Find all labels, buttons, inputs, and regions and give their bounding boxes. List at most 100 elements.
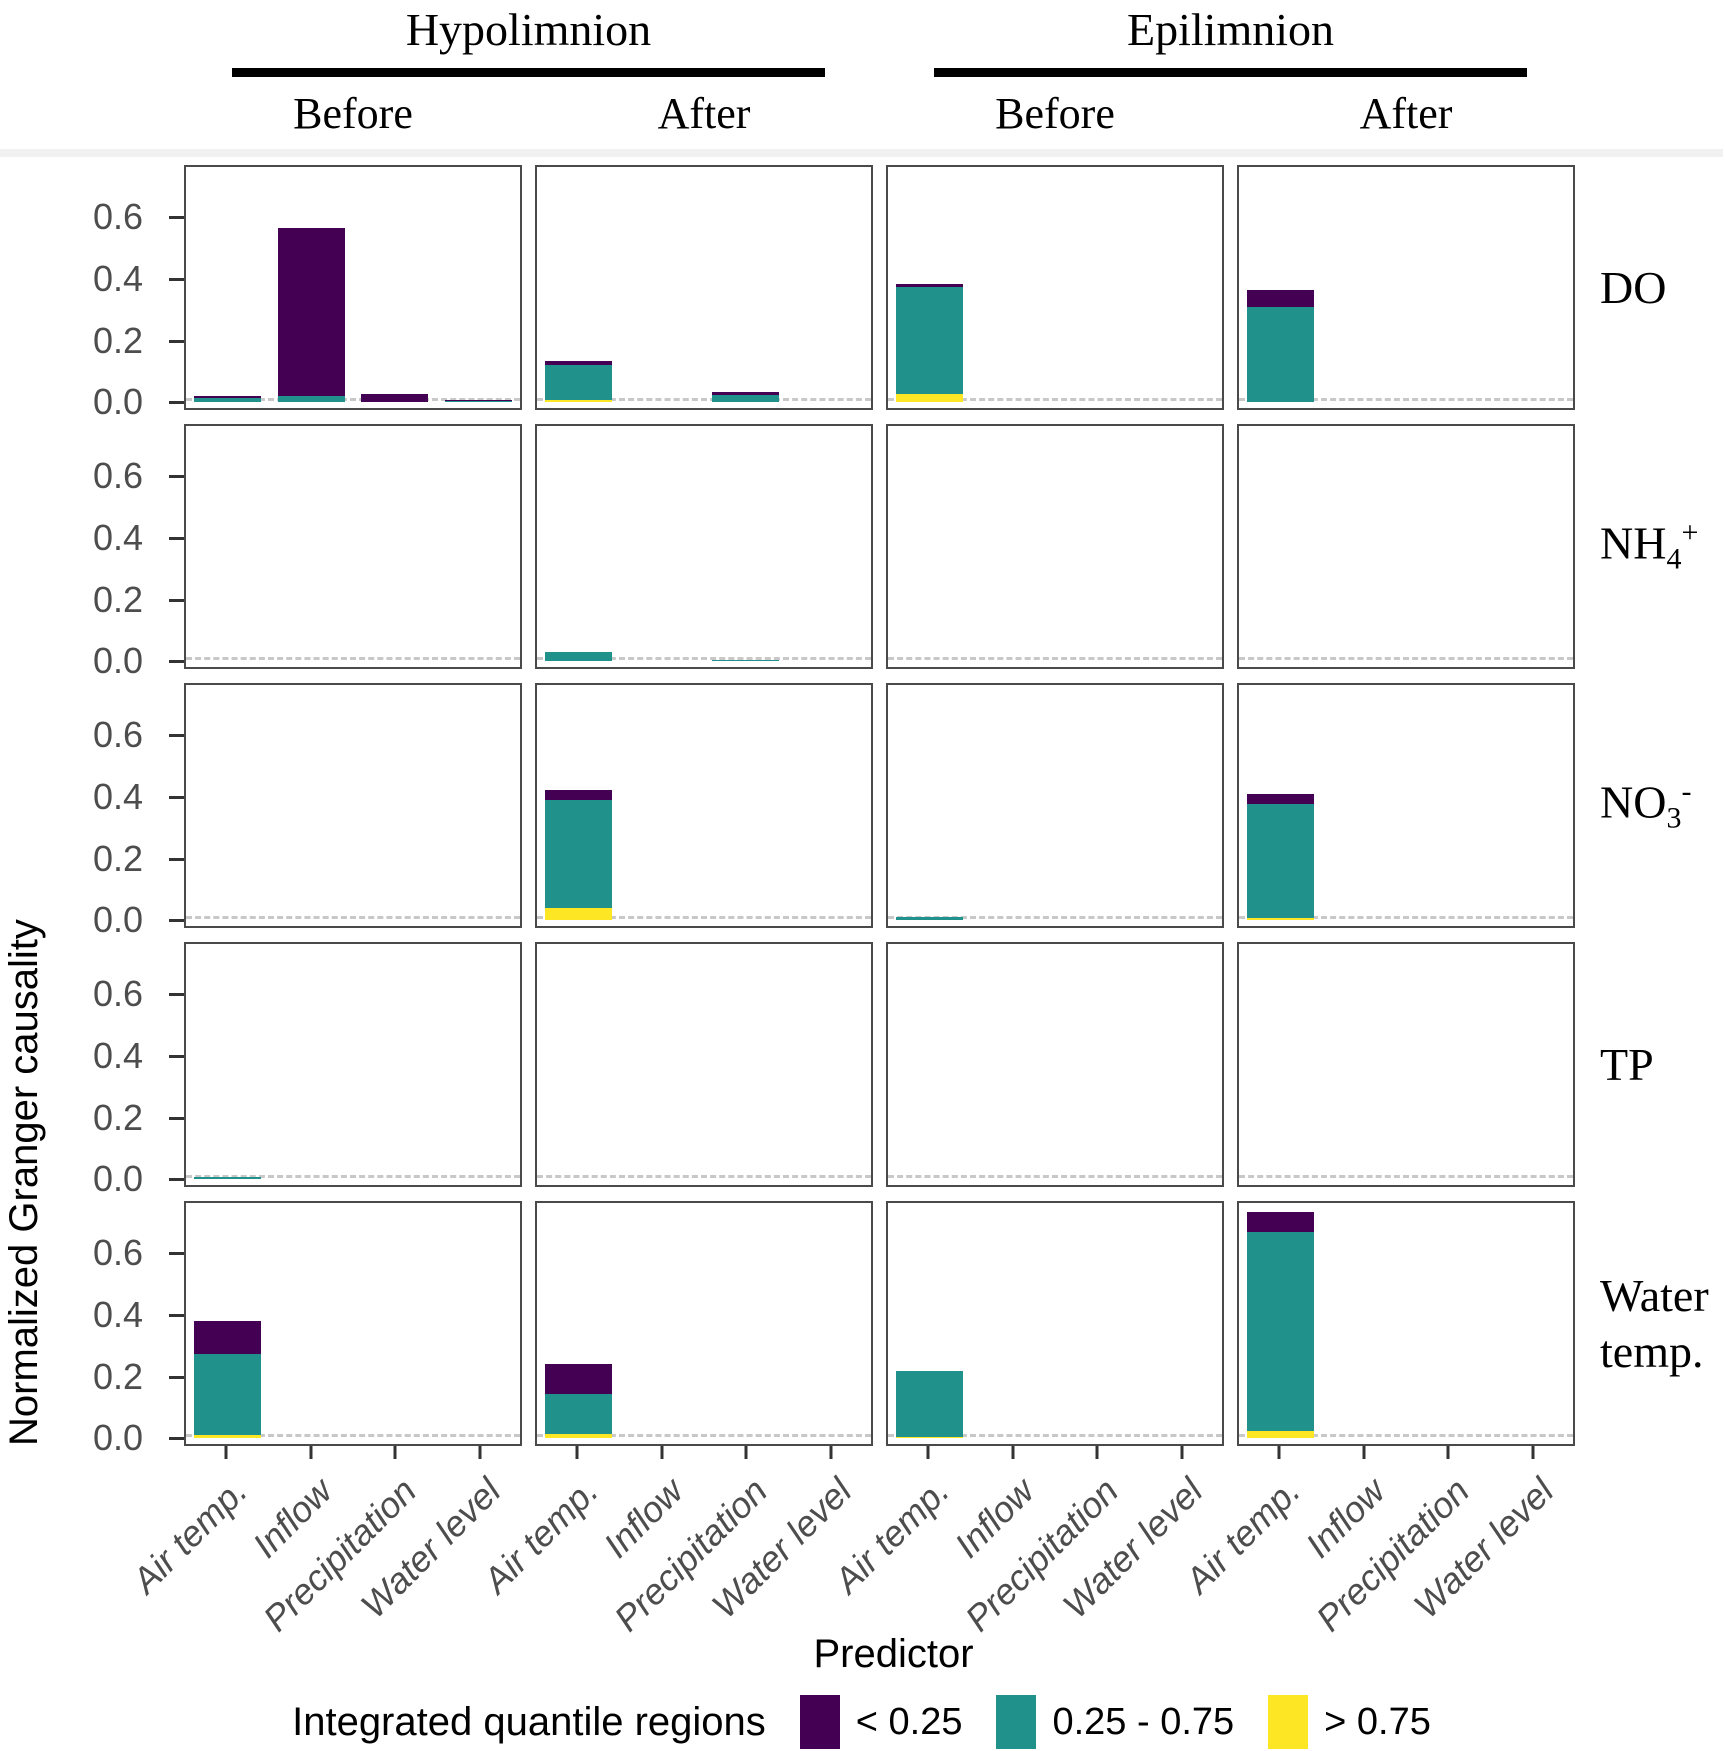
y-tick-mark	[169, 475, 184, 479]
facet-group-underline	[934, 68, 1527, 77]
y-tick-mark	[169, 660, 184, 664]
bar-segment-precipitation-lt025	[712, 392, 780, 395]
bar-segment-air-temp--mid	[545, 652, 613, 662]
facet-panel-nh4-epilimnion-after	[1237, 424, 1575, 669]
y-tick-label: 0.6	[92, 455, 143, 497]
legend-swatch-gt-075	[1268, 1695, 1309, 1749]
bar-segment-air-temp--mid	[896, 916, 964, 921]
y-tick-mark	[169, 537, 184, 541]
facet-panel-tp-hypolimnion-after	[535, 942, 873, 1187]
legend-label: > 0.75	[1324, 1700, 1431, 1743]
zero-dashed-line	[537, 1175, 871, 1178]
y-tick-label: 0.2	[92, 319, 143, 361]
bar-segment-inflow-mid	[277, 395, 345, 403]
bar-segment-air-temp--mid	[545, 800, 613, 908]
x-tick-mark	[1446, 1446, 1450, 1459]
y-tick-label: 0.6	[92, 973, 143, 1015]
y-tick-mark	[169, 734, 184, 738]
zero-dashed-line	[1239, 398, 1573, 401]
bar-segment-air-temp--mid	[545, 365, 613, 400]
y-tick-mark	[169, 278, 184, 282]
facet-row-label-tp: TP	[1600, 1038, 1654, 1090]
facet-col-label-hypolimnion-before: Before	[293, 89, 413, 138]
facet-strip-band	[0, 149, 1723, 157]
facet-panel-no3-hypolimnion-after	[535, 683, 873, 928]
facet-area: Normalized Granger causality 0.0 0.2 0.4 0.…	[0, 165, 1723, 1456]
x-tick-mark	[575, 1446, 579, 1459]
zero-dashed-line	[537, 657, 871, 660]
bar-segment-air-temp--mid	[545, 1393, 613, 1434]
bar-segment-precipitation-lt025	[361, 393, 429, 403]
y-tick-label: 0.6	[92, 714, 143, 756]
zero-dashed-line	[537, 398, 871, 401]
bar-segment-air-temp--lt025	[545, 1364, 613, 1394]
y-tick-mark	[169, 1116, 184, 1120]
facet-group-hypolimnion: Hypolimnion	[184, 4, 873, 77]
facet-panel-tp-hypolimnion-before	[184, 942, 522, 1187]
bar-segment-air-temp--mid	[896, 287, 964, 394]
bar-segment-air-temp--mid	[896, 1370, 964, 1437]
x-tick-mark	[1011, 1446, 1015, 1459]
bar-segment-air-temp--mid	[1247, 1231, 1315, 1431]
facet-col-label-epilimnion-after: After	[1359, 89, 1453, 138]
x-tick-mark	[309, 1446, 313, 1459]
legend-swatch-mid	[996, 1695, 1037, 1749]
bar-segment-air-temp--lt025	[1247, 289, 1315, 307]
bar-segment-air-temp--gt075	[194, 1435, 262, 1439]
zero-dashed-line	[537, 1434, 871, 1437]
y-tick-label: 0.4	[92, 776, 143, 818]
facet-grid: 0.0 0.2 0.4 0.6 DO 0.0 0.2 0.4 0.6 NH4+ 0.0 0.2 0.4 0…	[0, 165, 1723, 1456]
bar-segment-air-temp--lt025	[1247, 793, 1315, 804]
facet-panel-do-hypolimnion-after	[535, 165, 873, 410]
bar-segment-air-temp--mid	[194, 1354, 262, 1436]
facet-period-header-row: Before After Before After	[0, 87, 1723, 141]
zero-dashed-line	[888, 1175, 1222, 1178]
x-tick-cell	[886, 1446, 1224, 1460]
y-tick-mark	[169, 1055, 184, 1059]
facet-panel-watertemp-epilimnion-after	[1237, 1201, 1575, 1446]
bar-segment-air-temp--lt025	[545, 790, 613, 801]
y-tick-label: 0.0	[92, 1417, 143, 1459]
zero-dashed-line	[1239, 657, 1573, 660]
legend-swatch-lt-025	[799, 1695, 840, 1749]
y-tick-mark	[169, 401, 184, 405]
facet-panel-watertemp-epilimnion-before	[886, 1201, 1224, 1446]
facet-panel-no3-epilimnion-before	[886, 683, 1224, 928]
zero-dashed-line	[186, 916, 520, 919]
x-tick-mark	[829, 1446, 833, 1459]
y-tick-label: 0.4	[92, 1294, 143, 1336]
legend-title: Integrated quantile regions	[292, 1699, 766, 1744]
y-tick-label: 0.0	[92, 640, 143, 682]
facet-panel-do-epilimnion-after	[1237, 165, 1575, 410]
y-tick-mark	[169, 339, 184, 343]
y-tick-label: 0.0	[92, 381, 143, 423]
facet-row-label-watertemp: Water temp.	[1600, 1269, 1709, 1377]
x-tick-mark	[660, 1446, 664, 1459]
bar-segment-water-level-lt025	[444, 399, 512, 402]
x-axis-title: Predictor	[813, 1632, 974, 1676]
legend-label: < 0.25	[855, 1700, 963, 1743]
facet-panel-do-epilimnion-before	[886, 165, 1224, 410]
bar-segment-air-temp--gt075	[545, 907, 613, 921]
legend-item-lt-025: < 0.25	[799, 1695, 963, 1749]
y-tick-mark	[169, 1314, 184, 1318]
facet-col-label-hypolimnion-after: After	[657, 89, 751, 138]
y-tick-label: 0.4	[92, 517, 143, 559]
x-tick-mark	[224, 1446, 228, 1459]
y-tick-mark	[169, 1178, 184, 1182]
y-axis-row-0: 0.0 0.2 0.4 0.6	[0, 165, 184, 420]
y-tick-mark	[169, 919, 184, 923]
zero-dashed-line	[888, 916, 1222, 919]
zero-dashed-line	[186, 1175, 520, 1178]
x-tick-mark	[1277, 1446, 1281, 1459]
zero-dashed-line	[1239, 916, 1573, 919]
facet-group-underline	[232, 68, 825, 77]
bar-segment-air-temp--mid	[1247, 803, 1315, 919]
y-axis-row-2: 0.0 0.2 0.4 0.6	[0, 683, 184, 938]
x-tick-mark	[393, 1446, 397, 1459]
bar-segment-air-temp--gt075	[545, 1433, 613, 1439]
zero-dashed-line	[1239, 1434, 1573, 1437]
x-category-label-cell: Air temp. Inflow Precipitation Water level	[475, 1460, 873, 1639]
bar-segment-precipitation-mid	[712, 394, 780, 403]
y-tick-label: 0.4	[92, 258, 143, 300]
